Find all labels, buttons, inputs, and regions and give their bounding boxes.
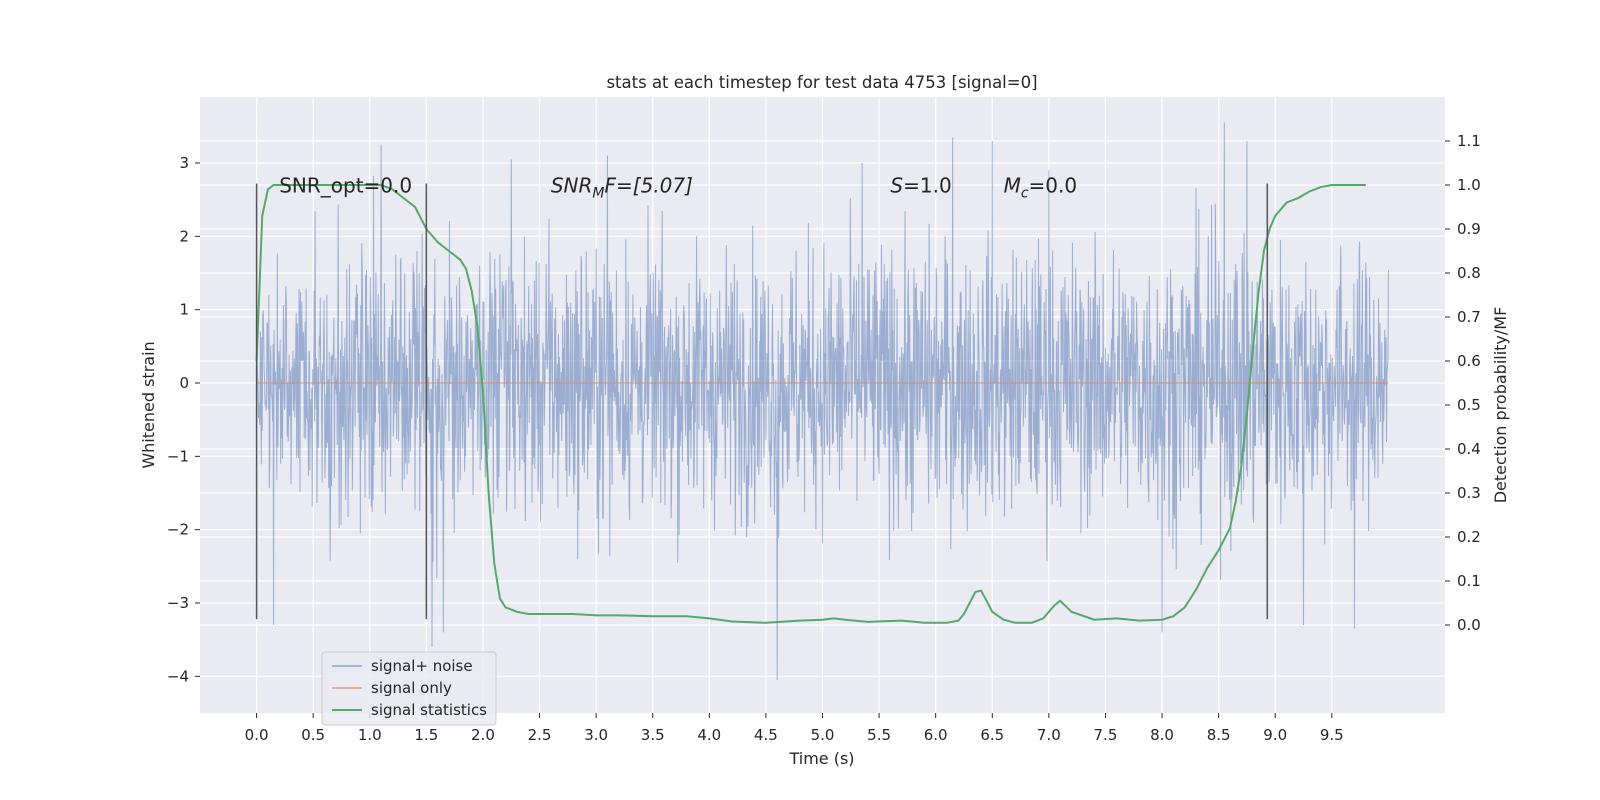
axes: 0.0 0.5 1.0 1.5 2.0 2.5 3.0 3.5 4.0 4.5 5.0 5.5 6.0 6…	[167, 132, 1481, 744]
x-tick-label: 1.5	[414, 726, 438, 744]
annotations: SNR_opt=0.0 SNRMF=[5.07] S=1.0 Mc=0.0	[279, 173, 1077, 201]
x-tick-label: 0.5	[301, 726, 325, 744]
legend-box	[321, 651, 497, 726]
annotation-base: S	[890, 173, 903, 197]
x-tick-label: 8.0	[1150, 726, 1174, 744]
annotation-subscript: c	[1021, 185, 1029, 201]
y-tick-label-right: 0.3	[1457, 484, 1481, 502]
y-tick-label-left: 0	[179, 374, 189, 392]
annotation-base: M	[1004, 173, 1021, 197]
x-tick-label: 0.0	[245, 726, 269, 744]
y-axis-label-left: Whitened strain	[139, 341, 158, 468]
x-tick-label: 9.5	[1320, 726, 1344, 744]
x-tick-label: 5.0	[811, 726, 835, 744]
y-tick-label-left: 3	[179, 154, 189, 172]
annotation-base: SNR	[551, 173, 593, 197]
series-signal-noise-line	[256, 122, 1389, 681]
y-tick-label-right: 0.9	[1457, 220, 1481, 238]
y-tick-label-left: −3	[167, 594, 189, 612]
y-tick-label-right: 0.1	[1457, 572, 1481, 590]
x-axis-label: Time (s)	[788, 749, 854, 768]
y-tick-label-left: 2	[179, 227, 189, 245]
y-tick-label-right: 0.5	[1457, 396, 1481, 414]
y-tick-label-left: −4	[167, 667, 189, 685]
annotation-1: SNRMF=[5.07]	[551, 173, 693, 201]
x-tick-label: 3.5	[641, 726, 665, 744]
chart-title: stats at each timestep for test data 475…	[606, 73, 1037, 92]
annotation-tail: F=[5.07]	[605, 173, 693, 197]
annotation-3: Mc=0.0	[1004, 173, 1078, 201]
x-tick-label: 1.0	[358, 726, 382, 744]
y-tick-label-right: 0.8	[1457, 264, 1481, 282]
x-tick-label: 2.5	[528, 726, 552, 744]
x-tick-label: 7.0	[1037, 726, 1061, 744]
annotation-tail: =1.0	[903, 173, 952, 197]
annotation-subscript: M	[592, 185, 604, 201]
series-line-2	[255, 184, 1366, 624]
x-tick-label: 8.5	[1207, 726, 1231, 744]
annotation-2: S=1.0	[890, 173, 951, 197]
x-tick-label: 5.5	[867, 726, 891, 744]
x-tick-label: 4.0	[697, 726, 721, 744]
annotation-tail: =0.0	[1029, 173, 1078, 197]
x-tick-label: 2.0	[471, 726, 495, 744]
x-tick-label: 6.0	[924, 726, 948, 744]
y-tick-label-right: 1.0	[1457, 176, 1481, 194]
y-tick-label-right: 0.4	[1457, 440, 1481, 458]
x-tick-label: 4.5	[754, 726, 778, 744]
x-tick-label: 3.0	[584, 726, 608, 744]
x-tick-label: 9.0	[1263, 726, 1287, 744]
y-tick-label-left: −2	[167, 521, 189, 539]
legend: signal+ noise signal only signal statistic…	[321, 651, 497, 726]
annotation-base: SNR_opt=0.0	[279, 173, 412, 197]
x-tick-label: 6.5	[980, 726, 1004, 744]
x-tick-label: 7.5	[1094, 726, 1118, 744]
y-tick-label-right: 0.0	[1457, 616, 1481, 634]
plot-area	[255, 122, 1389, 681]
legend-label: signal+ noise	[371, 657, 473, 675]
legend-label: signal only	[371, 679, 452, 697]
annotation-0: SNR_opt=0.0	[279, 173, 412, 197]
legend-label: signal statistics	[371, 701, 487, 719]
y-tick-label-right: 1.1	[1457, 132, 1481, 150]
y-tick-label-right: 0.7	[1457, 308, 1481, 326]
y-tick-label-left: 1	[179, 301, 189, 319]
y-tick-label-right: 0.6	[1457, 352, 1481, 370]
y-axis-label-right: Detection probability/MF	[1491, 307, 1510, 504]
y-tick-label-right: 0.2	[1457, 528, 1481, 546]
y-tick-label-left: −1	[167, 447, 189, 465]
